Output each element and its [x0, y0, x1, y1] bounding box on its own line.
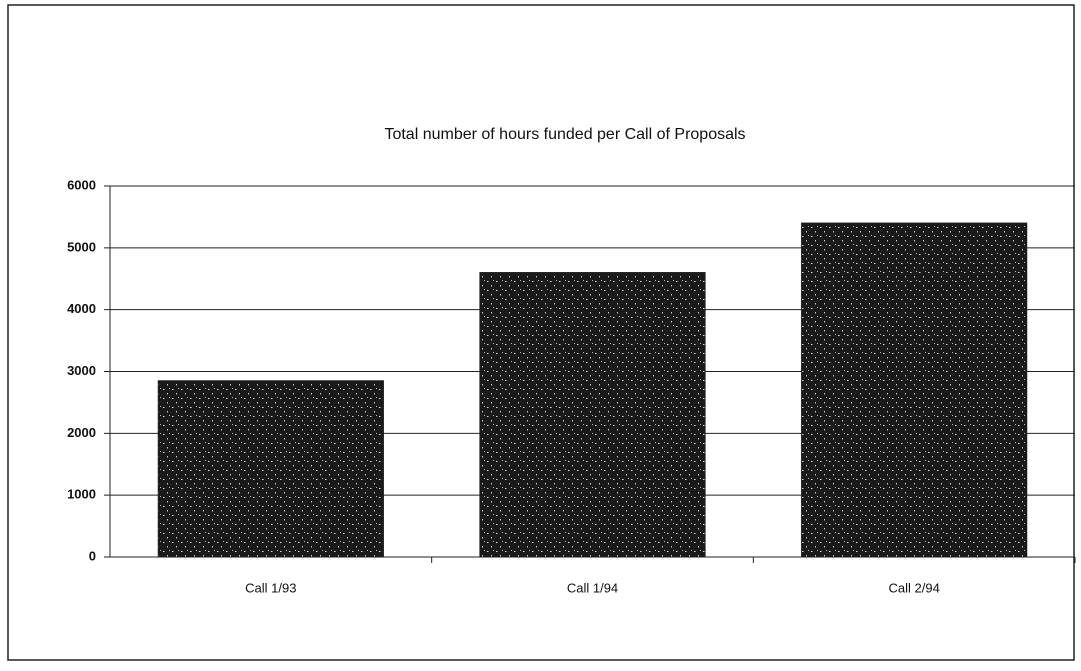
bar: [479, 272, 706, 558]
y-tick-label: 0: [89, 548, 96, 563]
y-tick-label: 3000: [67, 363, 96, 378]
y-tick-label: 6000: [67, 177, 96, 192]
bar: [801, 222, 1028, 558]
x-tick-label: Call 2/94: [889, 580, 940, 595]
y-tick-label: 1000: [67, 487, 96, 502]
y-tick-label: 4000: [67, 301, 96, 316]
frame: [7, 4, 1075, 661]
x-tick-label: Call 1/93: [245, 580, 296, 595]
bar: [157, 380, 384, 558]
x-tick-label: Call 1/94: [567, 580, 618, 595]
y-tick-label: 2000: [67, 425, 96, 440]
y-tick-label: 5000: [67, 239, 96, 254]
chart-title: Total number of hours funded per Call of…: [384, 126, 745, 143]
